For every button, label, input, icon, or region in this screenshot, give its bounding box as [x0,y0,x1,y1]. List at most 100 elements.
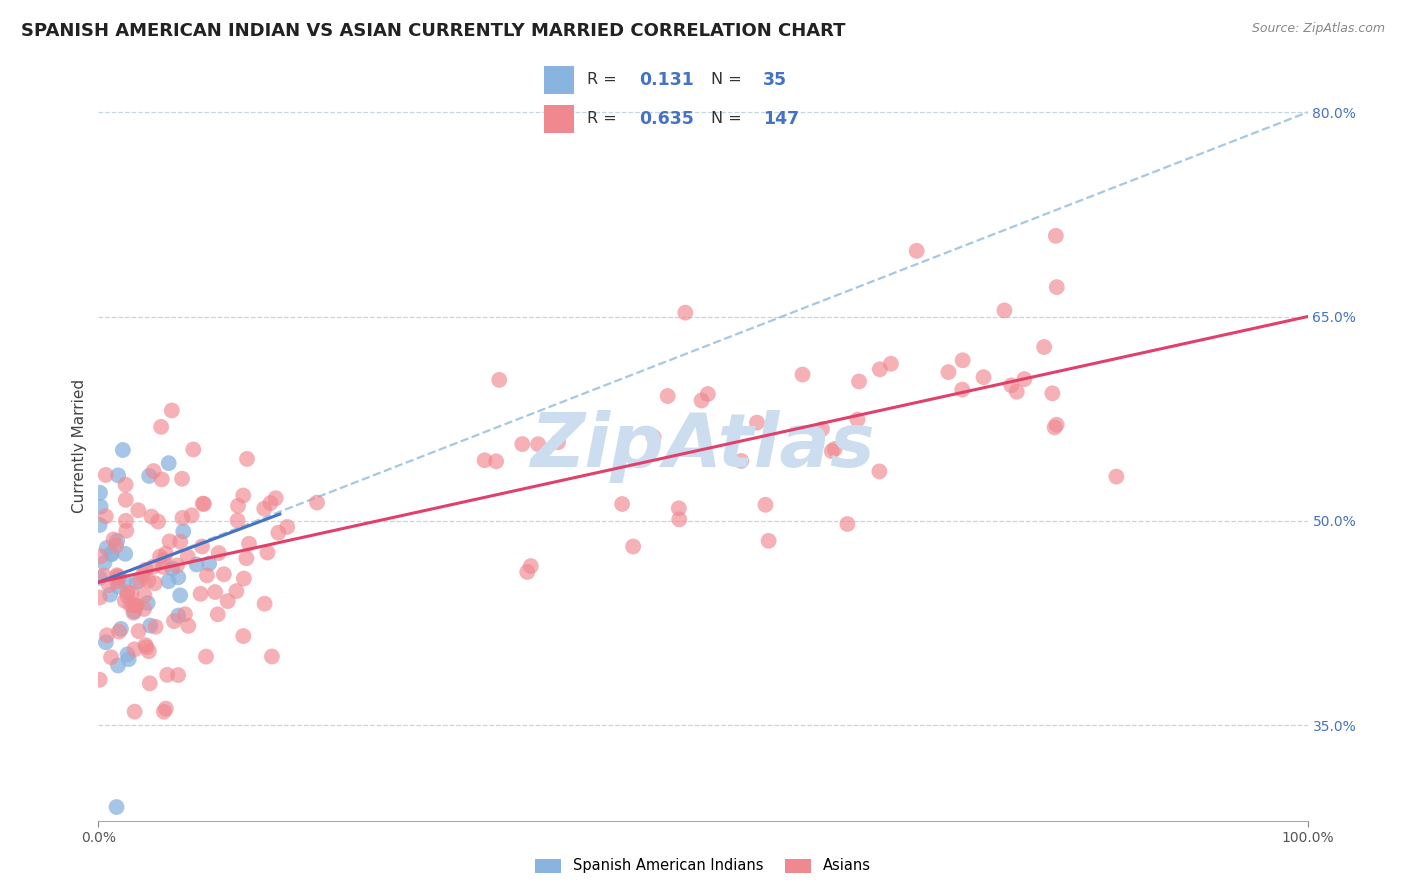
Point [264,491,287,506]
Point [138,469,160,483]
Point [142,559,165,574]
Point [107,571,129,585]
Point [89,571,111,585]
Point [111,442,134,457]
Point [848,375,870,389]
Point [950,383,973,397]
Point [226,514,249,528]
Point [758,533,780,548]
Point [259,496,281,510]
Point [207,607,229,622]
Point [159,534,181,549]
Point [754,498,776,512]
Point [121,586,143,600]
Point [520,559,543,574]
Point [96,541,118,555]
Point [105,800,128,814]
Point [730,454,752,468]
Point [94,467,117,482]
Point [128,624,150,639]
Point [94,509,117,524]
Text: 147: 147 [763,110,799,128]
Point [118,652,141,666]
Point [938,365,960,379]
Point [745,416,768,430]
Point [107,658,129,673]
Point [105,539,128,553]
Point [105,574,128,589]
Point [98,588,121,602]
Point [155,701,177,715]
Point [90,549,112,564]
Point [668,501,690,516]
Point [153,705,176,719]
Point [1045,228,1067,243]
Point [232,572,254,586]
Point [93,568,115,582]
Point [134,638,156,652]
Point [673,306,696,320]
Point [198,557,221,571]
Point [125,599,148,613]
Point [973,370,995,384]
Point [156,668,179,682]
Point [105,533,128,548]
Point [226,499,249,513]
Bar [544,67,575,94]
Point [103,533,125,547]
Point [837,516,859,531]
Point [668,512,690,526]
Point [180,508,202,523]
Point [267,525,290,540]
Point [114,477,136,491]
Text: R =: R = [586,72,617,87]
Point [150,472,173,486]
Point [105,568,128,582]
Point [139,618,162,632]
Point [643,430,665,444]
Point [145,620,167,634]
Point [94,635,117,649]
Point [488,373,510,387]
Point [89,673,111,687]
Point [993,303,1015,318]
Text: N =: N = [710,112,741,126]
Point [1014,372,1036,386]
Point [1005,384,1028,399]
Point [124,642,146,657]
Point [97,578,120,592]
Point [305,495,328,509]
Point [166,558,188,573]
Point [160,403,183,417]
Point [256,545,278,559]
Point [169,534,191,549]
Point [141,509,163,524]
Point [117,648,139,662]
Point [96,628,118,642]
Point [1043,420,1066,434]
Point [690,393,713,408]
Point [110,622,132,636]
Point [115,524,138,538]
Point [138,644,160,658]
Point [657,389,679,403]
Point [129,574,152,588]
Point [191,540,214,554]
Point [157,574,180,589]
Point [195,649,218,664]
Point [139,676,162,690]
Point [167,668,190,682]
Point [952,353,974,368]
Point [157,456,180,470]
Point [208,546,231,560]
Point [276,520,298,534]
Point [191,497,214,511]
Point [152,560,174,574]
Point [485,454,508,468]
Point [115,514,138,528]
Point [122,606,145,620]
Point [100,547,122,561]
Point [114,492,136,507]
Point [177,549,200,564]
Point [1033,340,1056,354]
